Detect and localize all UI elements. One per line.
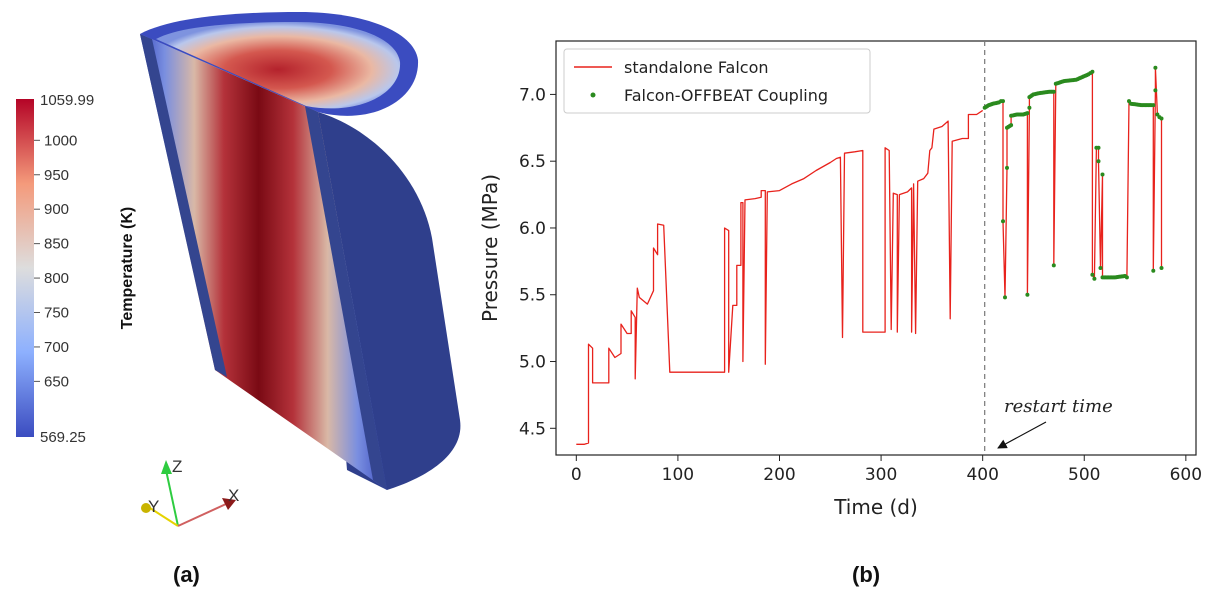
x-ticks: 0 100 200 300 400 500 600 (571, 455, 1202, 485)
y-axis-line (149, 507, 179, 527)
coupling-point (1092, 276, 1097, 281)
y-tick-label: 5.0 (519, 353, 546, 373)
x-axis-arrow (222, 498, 236, 510)
z-axis-label: Z (172, 457, 182, 476)
coupling-point (1151, 268, 1156, 273)
restart-time-annotation: restart time (1004, 396, 1113, 417)
x-tick-label: 300 (865, 465, 897, 485)
x-tick-label: 0 (571, 465, 582, 485)
coupling-point (1124, 275, 1129, 280)
x-tick-label: 500 (1068, 465, 1100, 485)
x-axis-label: X (228, 486, 239, 505)
coupling-point (1051, 263, 1056, 268)
coupling-point (1096, 159, 1101, 164)
coupling-point (1003, 295, 1007, 300)
top-face-fuel (156, 22, 401, 109)
orientation-axes: Z Y X (141, 457, 239, 527)
colorbar-ticks: 1000 950 900 850 800 750 700 650 (34, 132, 77, 390)
y-axis-title: Pressure (MPa) (478, 174, 502, 322)
cladding-cut-right (305, 106, 387, 490)
y-axis-label: Y (148, 497, 159, 516)
colorbar-tick-label: 950 (44, 167, 69, 184)
coupling-point (1005, 165, 1009, 170)
legend-box (563, 48, 871, 114)
coupling-point (1025, 111, 1030, 116)
legend: standalone Falcon Falcon-OFFBEAT Couplin… (563, 48, 871, 114)
colorbar-tick-label: 650 (44, 373, 69, 390)
y-tick-label: 7.0 (519, 85, 546, 105)
coupling-point (1001, 219, 1005, 224)
coupling-point (1153, 65, 1158, 70)
y-tick-label: 6.0 (519, 219, 546, 239)
colorbar-tick-label: 1000 (44, 132, 77, 149)
series-falcon-offbeat-coupling (982, 65, 1164, 300)
coupling-point (1001, 99, 1005, 104)
panel-b-label: (b) (852, 562, 880, 587)
colorbar-tick-label: 900 (44, 201, 69, 218)
coupling-point (1153, 88, 1158, 93)
coupling-point (1159, 266, 1164, 270)
x-tick-label: 100 (662, 465, 694, 485)
coupling-point (1151, 103, 1156, 108)
panel-b: 0 100 200 300 400 500 600 4.5 5.0 5.5 6.0 6.5 7.0 r… (478, 40, 1202, 587)
coupling-point (1009, 123, 1014, 128)
colorbar: 1059.99 569.25 1000 950 900 850 800 750 700 650… (16, 92, 136, 446)
colorbar-title: Temperature (K) (119, 207, 136, 329)
coupling-point (1096, 145, 1101, 150)
x-axis-title: Time (d) (833, 495, 918, 519)
coupling-point (1027, 105, 1032, 110)
colorbar-tick-label: 850 (44, 236, 69, 253)
coupling-point (1100, 172, 1105, 177)
panel-a: 1059.99 569.25 1000 950 900 850 800 750 700 650… (16, 12, 461, 587)
legend-swatch-falcon-offbeat-coupling (590, 92, 596, 98)
x-tick-label: 600 (1170, 465, 1202, 485)
colorbar-tick-label: 800 (44, 270, 69, 287)
x-tick-label: 400 (966, 465, 998, 485)
z-axis-arrow (161, 460, 172, 474)
x-axis-line (177, 503, 227, 527)
colorbar-tick-label: 750 (44, 305, 69, 322)
coupling-point (1090, 69, 1095, 74)
coupling-point (1025, 292, 1030, 297)
coupling-point (1159, 116, 1164, 121)
coupling-point (1098, 266, 1103, 270)
y-tick-label: 4.5 (519, 419, 546, 439)
panel-a-label: (a) (173, 562, 200, 587)
y-tick-label: 5.5 (519, 286, 546, 306)
x-tick-label: 200 (763, 465, 795, 485)
series-standalone-falcon (576, 109, 984, 445)
fuel-rod-render (140, 12, 461, 490)
cut-face (140, 34, 387, 490)
y-tick-label: 6.5 (519, 152, 546, 172)
cladding-cut-left (140, 34, 227, 377)
coupling-point (1051, 89, 1056, 94)
y-axis-arrow (141, 503, 151, 513)
y-ticks: 4.5 5.0 5.5 6.0 6.5 7.0 (519, 85, 556, 439)
legend-label-standalone-falcon: standalone Falcon (624, 58, 769, 77)
z-axis-line (165, 469, 179, 527)
restart-time-arrow (997, 421, 1047, 449)
colorbar-gradient (16, 99, 34, 437)
legend-label-falcon-offbeat-coupling: Falcon-OFFBEAT Coupling (624, 86, 828, 105)
colorbar-max-label: 1059.99 (40, 92, 94, 109)
colorbar-min-label: 569.25 (40, 429, 86, 446)
coupling-point (1090, 272, 1095, 277)
colorbar-tick-label: 700 (44, 339, 69, 356)
